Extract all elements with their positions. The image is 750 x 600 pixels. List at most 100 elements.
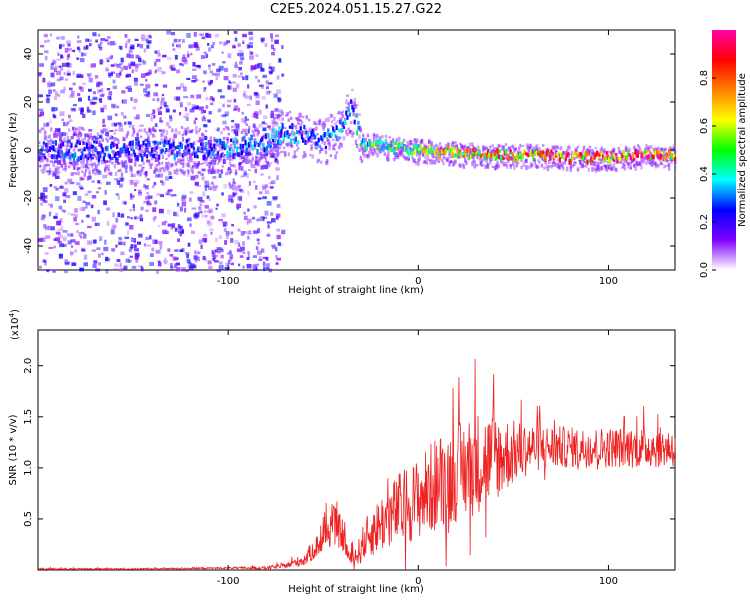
spectrogram-signal-cell	[614, 154, 617, 160]
spectrogram-signal-cell	[275, 131, 278, 138]
spectrogram-noise-cell	[259, 84, 264, 87]
spectrogram-noise-cell	[154, 200, 158, 205]
spectrogram-noise-cell	[145, 196, 150, 200]
colorbar-gradient	[712, 30, 736, 270]
spectrogram-noise-cell	[212, 184, 215, 187]
spectrogram-noise-cell	[164, 262, 167, 265]
spectrogram-noise-cell	[263, 256, 268, 260]
spectrogram-signal-cell	[179, 152, 182, 157]
spectrogram-noise-cell	[118, 237, 123, 241]
spectrogram-noise-cell	[64, 47, 69, 53]
spectrogram-signal-cell	[142, 140, 145, 146]
spectrogram-signal-cell	[629, 161, 632, 165]
spectrogram-signal-cell	[617, 156, 620, 161]
spectrogram-signal-cell	[560, 152, 563, 158]
spectrogram-signal-cell	[178, 145, 181, 151]
spectrogram-signal-cell	[81, 170, 84, 173]
spectrogram-noise-cell	[42, 77, 46, 83]
spectrogram-signal-cell	[506, 163, 509, 169]
spectrogram-signal-cell	[490, 153, 493, 158]
spectrogram-noise-cell	[55, 237, 60, 242]
spectrogram-signal-cell	[365, 145, 368, 151]
spectrogram-signal-cell	[340, 143, 343, 148]
spectrogram-signal-cell	[204, 141, 207, 148]
spectrogram-signal-cell	[588, 153, 592, 156]
spectrogram-signal-cell	[234, 169, 238, 174]
spectrogram-signal-cell	[633, 145, 636, 150]
spectrogram-signal-cell	[102, 128, 106, 132]
spectrogram-signal-cell	[87, 156, 90, 161]
spectrogram-signal-cell	[224, 146, 227, 151]
spectrogram-signal-cell	[299, 126, 302, 131]
spectrogram-signal-cell	[350, 121, 353, 124]
spectrogram-noise-cell	[255, 185, 258, 190]
spectrogram-signal-cell	[298, 130, 301, 134]
spectrogram-signal-cell	[562, 151, 565, 155]
spectrogram-signal-cell	[321, 148, 324, 151]
spectrogram-signal-cell	[660, 153, 663, 158]
spectrogram-signal-cell	[300, 133, 303, 140]
spectrogram-noise-cell	[56, 36, 61, 40]
snr-x-axis-label: Height of straight line (km)	[288, 584, 424, 595]
spectrogram-signal-cell	[112, 150, 115, 155]
spectrogram-signal-cell	[44, 164, 47, 168]
spectrogram-noise-cell	[159, 117, 162, 122]
spectrogram-signal-cell	[95, 140, 98, 144]
spectrogram-signal-cell	[111, 141, 114, 145]
spectrogram-noise-cell	[247, 253, 250, 258]
spectrogram-noise-cell	[266, 234, 271, 237]
spectrogram-signal-cell	[167, 161, 170, 166]
spectrogram-signal-cell	[239, 143, 242, 150]
spectrogram-signal-cell	[87, 166, 90, 170]
spectrogram-signal-cell	[206, 163, 209, 167]
spectrogram-noise-cell	[115, 73, 121, 78]
spectrogram-noise-cell	[146, 192, 150, 195]
spectrogram-noise-cell	[105, 68, 109, 72]
spectrogram-noise-cell	[225, 262, 229, 267]
spectrogram-noise-cell	[252, 264, 256, 269]
spectrogram-signal-cell	[670, 160, 673, 164]
spectrogram-signal-cell	[238, 164, 241, 170]
spectrogram-signal-cell	[120, 160, 124, 164]
spectrogram-signal-cell	[584, 151, 587, 156]
spectrogram-signal-cell	[207, 152, 210, 158]
spectrogram-signal-cell	[612, 162, 616, 168]
spectrogram-noise-cell	[260, 67, 263, 71]
spectrogram-signal-cell	[447, 145, 450, 150]
spectrogram-noise-cell	[69, 119, 73, 122]
spectrogram-signal-cell	[570, 151, 574, 156]
spectrogram-noise-cell	[195, 46, 200, 51]
spectrogram-noise-cell	[233, 108, 237, 111]
spectrogram-noise-cell	[191, 104, 196, 109]
spectrogram-signal-cell	[236, 138, 239, 143]
spectrogram-signal-cell	[459, 163, 462, 168]
spectrogram-signal-cell	[320, 160, 323, 164]
spectrogram-noise-cell	[162, 54, 167, 58]
spectrogram-noise-cell	[100, 38, 106, 41]
spectrogram-noise-cell	[80, 187, 85, 190]
spectrogram-signal-cell	[530, 162, 533, 166]
spectrogram-noise-cell	[78, 185, 83, 188]
spectrogram-signal-cell	[239, 161, 242, 165]
spectrogram-signal-cell	[548, 159, 551, 164]
spectrogram-noise-cell	[186, 259, 191, 263]
spectrogram-noise-cell	[66, 62, 70, 65]
spectrogram-signal-cell	[490, 156, 493, 162]
spectrogram-noise-cell	[243, 231, 247, 234]
spectrogram-noise-cell	[175, 86, 181, 90]
spectrogram-signal-cell	[608, 166, 611, 170]
spectrogram-signal-cell	[134, 160, 137, 164]
spectrogram-signal-cell	[340, 117, 343, 122]
spectrogram-signal-cell	[345, 129, 348, 135]
spectrogram-signal-cell	[131, 145, 134, 150]
spectrogram-signal-cell	[600, 153, 603, 159]
spectrogram-signal-cell	[364, 149, 367, 153]
spectrogram-signal-cell	[125, 164, 128, 168]
spectrogram-noise-cell	[69, 87, 73, 91]
spectrogram-noise-cell	[69, 181, 75, 185]
spectrogram-noise-cell	[209, 70, 213, 74]
spectrogram-signal-cell	[628, 153, 631, 157]
spectrogram-signal-cell	[548, 152, 551, 156]
spectrogram-signal-cell	[651, 162, 654, 168]
spectrogram-noise-cell	[238, 263, 241, 267]
